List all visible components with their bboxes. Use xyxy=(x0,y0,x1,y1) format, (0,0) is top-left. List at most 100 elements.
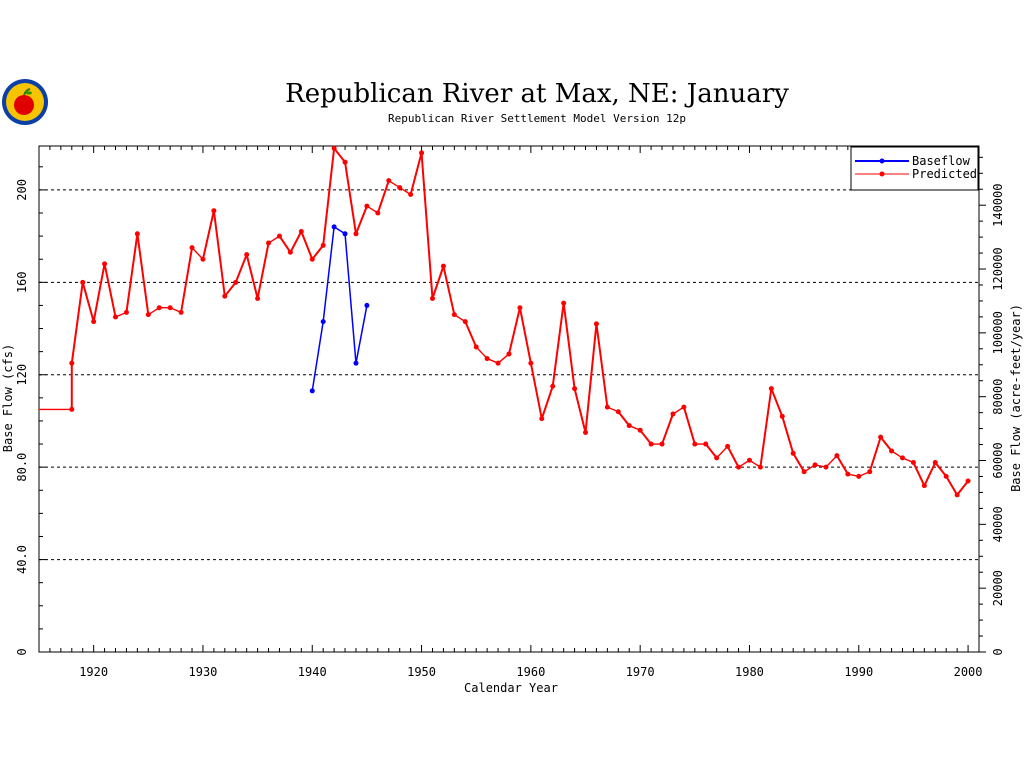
series-segment xyxy=(584,322,598,434)
data-point xyxy=(681,404,687,410)
y2-tick-label: 20000 xyxy=(991,570,1005,606)
data-point xyxy=(867,469,873,475)
series-segment xyxy=(201,209,215,261)
y-tick-label: 0 xyxy=(15,648,29,655)
plot-frame xyxy=(38,145,980,653)
data-point xyxy=(899,455,905,461)
series-segment xyxy=(223,281,237,298)
series-segment xyxy=(322,147,336,247)
series-segment xyxy=(344,161,357,235)
series-segment xyxy=(562,302,576,390)
data-point xyxy=(342,159,348,165)
data-point xyxy=(309,388,315,394)
data-point xyxy=(593,321,599,327)
x-tick-label: 1990 xyxy=(844,665,873,679)
chart-title: Republican River at Max, NE: January xyxy=(285,79,789,109)
legend-marker-predicted xyxy=(879,171,885,177)
series-segment xyxy=(639,429,653,446)
data-point xyxy=(244,252,250,258)
data-point xyxy=(320,242,326,248)
data-point xyxy=(812,462,818,468)
series-predicted xyxy=(38,145,971,498)
y2-tick-label: 140000 xyxy=(991,184,1005,227)
series-segment xyxy=(344,233,357,364)
data-point xyxy=(495,360,501,366)
data-point xyxy=(823,464,829,470)
x-tick-label: 1940 xyxy=(298,665,327,679)
data-point xyxy=(943,473,949,479)
data-point xyxy=(189,245,195,251)
data-point xyxy=(910,460,916,466)
data-point xyxy=(561,300,567,306)
series-segment xyxy=(191,246,204,260)
series-segment xyxy=(518,306,532,365)
data-point xyxy=(889,448,895,454)
series-segment xyxy=(278,235,292,254)
x-tick-label: 1970 xyxy=(626,665,655,679)
data-point xyxy=(954,492,960,498)
series-segment xyxy=(464,320,478,349)
y-tick-label: 200 xyxy=(15,179,29,201)
data-point xyxy=(440,263,446,269)
logo-icon xyxy=(2,79,48,125)
series-segment xyxy=(508,306,521,355)
data-point xyxy=(932,460,938,466)
data-point xyxy=(714,455,720,461)
data-point xyxy=(298,228,304,234)
data-point xyxy=(364,203,370,209)
series-baseflow xyxy=(309,224,370,394)
series-segment xyxy=(912,461,926,487)
series-segment xyxy=(136,232,150,316)
series-segment xyxy=(300,230,314,261)
data-point xyxy=(233,279,239,285)
data-point xyxy=(517,305,523,311)
data-point xyxy=(692,441,698,447)
data-point xyxy=(539,416,545,422)
series-segment xyxy=(879,436,893,452)
data-point xyxy=(353,231,359,237)
series-segment xyxy=(551,302,565,388)
data-point xyxy=(211,208,217,214)
series-segment xyxy=(923,461,937,487)
series-segment xyxy=(442,265,456,316)
data-point xyxy=(200,256,206,262)
series xyxy=(38,145,971,498)
y-axis-ticks: 0 40.0 80.0 120 160 200 xyxy=(15,166,46,656)
data-point xyxy=(779,413,785,419)
series-segment xyxy=(956,480,970,496)
series-segment xyxy=(704,443,718,459)
x-tick-label: 1920 xyxy=(79,665,108,679)
data-point xyxy=(331,145,337,151)
y2-tick-label: 80000 xyxy=(991,379,1005,415)
data-point xyxy=(604,404,610,410)
data-point xyxy=(91,319,97,325)
series-segment xyxy=(409,151,423,196)
data-point xyxy=(375,210,381,216)
y-tick-label: 80.0 xyxy=(15,453,29,482)
y-tick-label: 40.0 xyxy=(15,545,29,574)
data-point xyxy=(255,295,261,301)
data-point xyxy=(222,293,228,299)
x-tick-label: 1960 xyxy=(516,665,545,679)
data-point xyxy=(790,450,796,456)
series-segment xyxy=(234,253,248,284)
series-segment xyxy=(103,262,117,318)
y2-axis-ticks: 0 20000 40000 60000 80000 100000 120000 140000 xyxy=(979,156,1005,656)
y2-tick-label: 0 xyxy=(991,648,1005,655)
data-point xyxy=(69,406,75,412)
data-point xyxy=(145,312,151,318)
data-point xyxy=(670,411,676,417)
data-point xyxy=(473,344,479,350)
series-segment xyxy=(355,304,368,364)
y2-axis-label: Base Flow (acre-feet/year) xyxy=(1009,304,1023,492)
series-segment xyxy=(92,262,106,323)
data-point xyxy=(648,441,654,447)
y2-tick-label: 100000 xyxy=(991,311,1005,354)
data-point xyxy=(637,427,643,433)
data-point xyxy=(856,473,862,479)
y2-tick-label: 60000 xyxy=(991,442,1005,478)
data-point xyxy=(287,249,293,255)
data-point xyxy=(736,464,742,470)
x-tick-label: 2000 xyxy=(954,665,983,679)
data-point xyxy=(156,305,162,311)
